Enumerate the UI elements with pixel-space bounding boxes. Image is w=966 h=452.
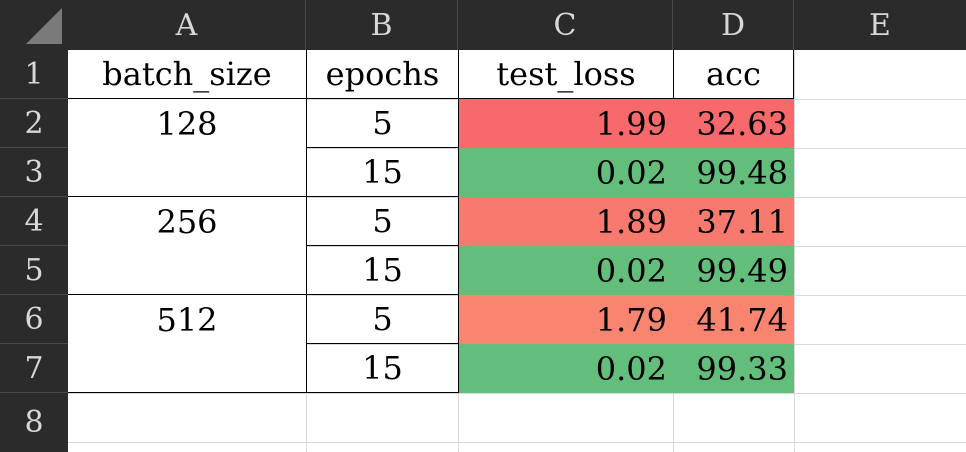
- cell-text: 512: [156, 301, 218, 339]
- cell-d2[interactable]: 32.63: [673, 99, 794, 148]
- cell-text: 0.02: [595, 153, 667, 192]
- cell-text: test_loss: [496, 55, 636, 93]
- cell-d6[interactable]: 41.74: [673, 295, 794, 344]
- cell-text: 99.33: [696, 349, 788, 388]
- row-header-8[interactable]: 8: [0, 393, 68, 452]
- cell-c7[interactable]: 0.02: [458, 344, 673, 393]
- row-header-1[interactable]: 1: [0, 50, 68, 99]
- column-header-e[interactable]: E: [794, 0, 966, 50]
- cell-text: 15: [362, 153, 403, 191]
- cell-b1[interactable]: epochs: [306, 50, 458, 99]
- cell-b6[interactable]: 5: [306, 295, 458, 344]
- cell-b7[interactable]: 15: [306, 344, 458, 393]
- row-header-6[interactable]: 6: [0, 295, 68, 344]
- row-label: 7: [24, 350, 44, 386]
- cell-d5[interactable]: 99.49: [673, 246, 794, 295]
- cell-text: 256: [156, 203, 218, 241]
- cell-text: 5: [372, 300, 393, 338]
- row-header-5[interactable]: 5: [0, 246, 68, 295]
- cell-text: 1.79: [595, 300, 667, 339]
- row-header-2[interactable]: 2: [0, 99, 68, 148]
- cell-d1[interactable]: acc: [673, 50, 794, 99]
- row-label: 6: [24, 301, 44, 337]
- cell-a1[interactable]: batch_size: [68, 50, 306, 99]
- row-label: 3: [24, 154, 44, 190]
- cell-text: 41.74: [696, 300, 788, 339]
- row-header-3[interactable]: 3: [0, 148, 68, 197]
- column-header-c[interactable]: C: [458, 0, 673, 50]
- column-header-d[interactable]: D: [673, 0, 794, 50]
- column-label: D: [720, 7, 746, 43]
- cell-text: 1.89: [595, 202, 667, 241]
- gridline: [68, 442, 966, 443]
- cell-b5[interactable]: 15: [306, 246, 458, 295]
- cell-text: 1.99: [595, 104, 667, 143]
- row-label: 5: [24, 252, 44, 288]
- cell-text: 32.63: [696, 104, 788, 143]
- cell-text: 37.11: [696, 202, 788, 241]
- cell-text: 5: [372, 104, 393, 142]
- select-all-icon: [26, 8, 62, 44]
- cell-d4[interactable]: 37.11: [673, 197, 794, 246]
- cell-c6[interactable]: 1.79: [458, 295, 673, 344]
- cell-text: 128: [156, 105, 218, 143]
- cell-c4[interactable]: 1.89: [458, 197, 673, 246]
- row-header-7[interactable]: 7: [0, 344, 68, 393]
- cell-b3[interactable]: 15: [306, 148, 458, 197]
- cell-text: acc: [706, 55, 761, 93]
- row-label: 2: [24, 105, 44, 141]
- cell-b4[interactable]: 5: [306, 197, 458, 246]
- column-label: B: [370, 7, 393, 43]
- cell-text: 15: [362, 251, 403, 289]
- column-label: A: [175, 7, 198, 43]
- row-header-4[interactable]: 4: [0, 197, 68, 246]
- column-header-a[interactable]: A: [68, 0, 306, 50]
- cell-text: 0.02: [595, 349, 667, 388]
- column-label: C: [553, 7, 577, 43]
- cell-text: 99.49: [696, 251, 788, 290]
- cell-c3[interactable]: 0.02: [458, 148, 673, 197]
- cell-text: 0.02: [595, 251, 667, 290]
- row-label: 1: [24, 56, 44, 92]
- cell-b2[interactable]: 5: [306, 99, 458, 148]
- row-label: 4: [24, 203, 44, 239]
- cell-a6-merged[interactable]: 512: [68, 295, 306, 393]
- cell-text: 15: [362, 349, 403, 387]
- column-header-b[interactable]: B: [306, 0, 458, 50]
- cell-text: epochs: [325, 55, 440, 93]
- cell-d7[interactable]: 99.33: [673, 344, 794, 393]
- gridline: [794, 50, 795, 452]
- cell-d3[interactable]: 99.48: [673, 148, 794, 197]
- cell-c1[interactable]: test_loss: [458, 50, 673, 99]
- column-label: E: [869, 7, 891, 43]
- cell-a2-merged[interactable]: 128: [68, 99, 306, 197]
- gridline: [68, 393, 966, 394]
- cell-a4-merged[interactable]: 256: [68, 197, 306, 295]
- cell-text: 5: [372, 202, 393, 240]
- cell-text: batch_size: [102, 55, 272, 93]
- cell-text: 99.48: [696, 153, 788, 192]
- cell-c2[interactable]: 1.99: [458, 99, 673, 148]
- cell-c5[interactable]: 0.02: [458, 246, 673, 295]
- row-label: 8: [24, 405, 44, 440]
- select-all-corner[interactable]: [0, 0, 68, 50]
